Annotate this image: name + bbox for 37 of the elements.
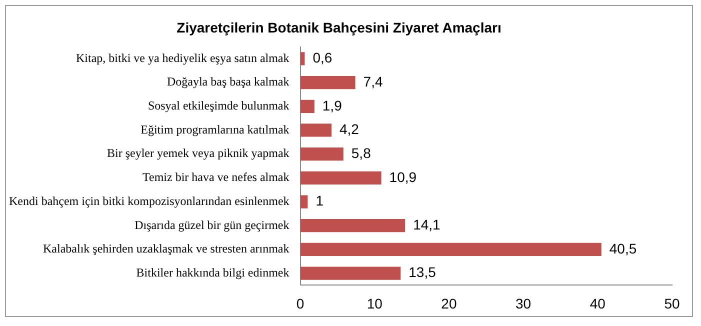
y-tick-label: Sosyal etkileşimde bulunmak xyxy=(148,98,290,113)
bar xyxy=(300,100,314,113)
y-tick-label: Dışarıda güzel bir gün geçirmek xyxy=(134,218,290,232)
data-label: 1,9 xyxy=(322,97,342,114)
x-tick-label: 30 xyxy=(516,295,532,312)
bar xyxy=(300,124,332,137)
bar xyxy=(300,52,305,66)
y-tick-label: Bitkiler hakkında bilgi edinmek xyxy=(136,265,290,280)
bar xyxy=(300,171,382,184)
data-label: 7,4 xyxy=(363,73,383,90)
bar xyxy=(300,242,602,256)
y-tick-label: Temiz bir hava ve nefes almak xyxy=(142,170,290,184)
chart-title: Ziyaretçilerin Botanik Bahçesini Ziyaret Amaçları xyxy=(176,19,502,36)
x-tick-label: 40 xyxy=(590,295,606,312)
data-label: 5,8 xyxy=(351,144,372,161)
y-tick-label: Kalabalık şehirden uzaklaşmak ve stresten arınmak xyxy=(43,242,290,256)
data-label: 0,6 xyxy=(312,50,332,66)
x-tick-label: 50 xyxy=(664,295,680,312)
bar xyxy=(300,266,401,280)
y-tick-label: Kitap, bitki ve ya hediyelik eşya satın almak xyxy=(76,50,290,65)
y-tick-label: Bir şeyler yemek veya piknik yapmak xyxy=(106,146,290,160)
y-tick-label: Eğitim programlarına katılmak xyxy=(140,122,290,136)
x-tick-label: 20 xyxy=(441,295,457,312)
data-label: 4,2 xyxy=(339,121,360,138)
bar xyxy=(300,76,356,90)
x-tick-label: 10 xyxy=(366,295,383,312)
x-tick-label: 0 xyxy=(296,295,304,312)
bar xyxy=(300,195,308,208)
data-label: 10,9 xyxy=(389,168,417,185)
bar xyxy=(300,219,406,232)
bar xyxy=(300,148,344,161)
y-tick-label: Doğayla baş başa kalmak xyxy=(166,74,290,89)
y-tick-label: Kendi bahçem için bitki kompozisyonlarından esinlenmek xyxy=(9,194,290,208)
data-label: 40,5 xyxy=(609,240,637,256)
data-label: 13,5 xyxy=(408,264,436,280)
data-label: 14,1 xyxy=(413,216,441,232)
data-label: 1 xyxy=(316,192,324,209)
